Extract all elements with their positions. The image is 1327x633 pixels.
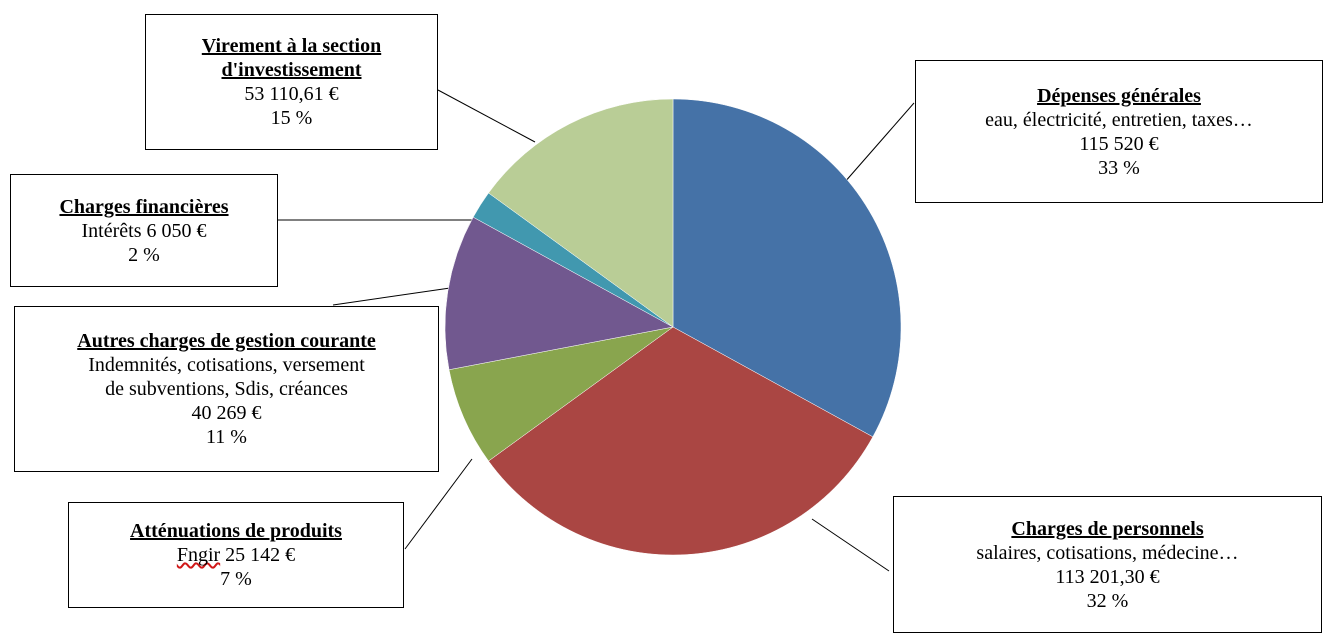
pie-slices bbox=[444, 98, 902, 556]
label-attenuations-produits: Atténuations de produits Fngir 25 142 € … bbox=[68, 502, 404, 608]
pie-slice-charges-personnels bbox=[488, 326, 874, 556]
leader-line-virement bbox=[437, 89, 536, 143]
slice-percent: 32 % bbox=[1086, 589, 1129, 612]
leader-line-charges-personnels bbox=[811, 518, 890, 572]
slice-amount: 113 201,30 € bbox=[1055, 565, 1160, 588]
slice-amount: 115 520 € bbox=[1079, 132, 1159, 155]
slice-title: Dépenses générales bbox=[1037, 84, 1201, 107]
slice-description: Indemnités, cotisations, versement de su… bbox=[88, 354, 365, 400]
pie-slice-depenses-generales bbox=[672, 98, 902, 438]
slice-amount: 6 050 € bbox=[146, 219, 207, 242]
slice-description: eau, électricité, entretien, taxes… bbox=[985, 108, 1253, 131]
slice-title: Autres charges de gestion courante bbox=[77, 330, 376, 352]
slice-percent: 2 % bbox=[128, 243, 160, 266]
slice-description: Fngir bbox=[176, 544, 221, 566]
label-charges-personnels: Charges de personnels salaires, cotisati… bbox=[893, 496, 1322, 633]
pie-slice-autres-charges bbox=[444, 216, 674, 371]
slice-amount: 40 269 € bbox=[191, 402, 262, 424]
label-charges-financieres: Charges financières Intérêts 6 050 € 2 % bbox=[10, 174, 278, 287]
slice-title: Atténuations de produits bbox=[130, 520, 342, 542]
slice-title: Charges de personnels bbox=[1011, 517, 1204, 540]
leader-lines bbox=[277, 89, 915, 572]
slice-description-amount: Fngir 25 142 € bbox=[69, 543, 403, 567]
pie-slice-virement bbox=[488, 98, 674, 328]
slice-description: salaires, cotisations, médecine… bbox=[976, 541, 1239, 564]
slice-amount: 53 110,61 € bbox=[244, 83, 339, 105]
label-depenses-generales: Dépenses générales eau, électricité, ent… bbox=[915, 60, 1323, 203]
slice-description-amount: Intérêts 6 050 € bbox=[11, 219, 277, 243]
slice-percent: 7 % bbox=[220, 568, 252, 590]
leader-line-autres-charges bbox=[332, 286, 458, 306]
slice-title: Virement à la section d'investissement bbox=[201, 35, 382, 81]
slice-percent: 33 % bbox=[1098, 156, 1140, 179]
label-autres-charges: Autres charges de gestion courante Indem… bbox=[14, 306, 439, 472]
slice-percent: 15 % bbox=[270, 107, 313, 129]
label-virement: Virement à la section d'investissement 5… bbox=[145, 14, 438, 150]
slice-title: Charges financières bbox=[59, 195, 229, 218]
slice-percent: 11 % bbox=[206, 426, 247, 448]
leader-line-attenuations-produits bbox=[404, 458, 473, 550]
leader-line-depenses-generales bbox=[843, 102, 915, 184]
slice-amount: 25 142 € bbox=[225, 544, 296, 566]
slice-description: Intérêts bbox=[81, 219, 142, 242]
